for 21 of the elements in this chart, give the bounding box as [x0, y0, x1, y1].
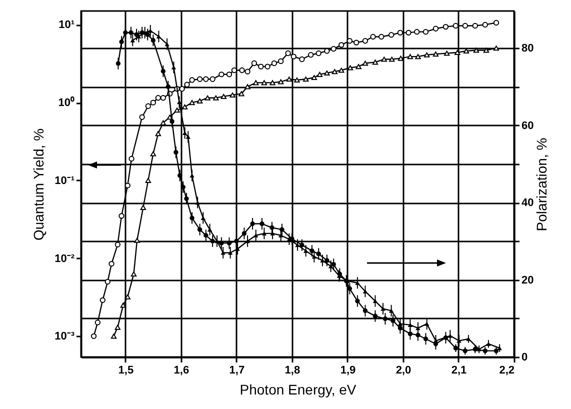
- y2-tick-label: 20: [522, 274, 534, 286]
- x-tick-label: 2,2: [499, 364, 514, 376]
- x-tick-label: 2,1: [451, 364, 467, 376]
- y2-tick-label: 80: [522, 42, 534, 55]
- y-tick-label: 10⁻³: [54, 330, 75, 343]
- x-axis-title: Photon Energy, eV: [240, 382, 357, 398]
- y2-axis-title: Polarization, %: [534, 138, 550, 232]
- y-tick-label: 10¹: [58, 19, 75, 32]
- y-tick-label: 10⁻²: [54, 252, 75, 265]
- x-tick-label: 1,5: [118, 364, 134, 376]
- y-axis-title: Quantum Yield, %: [30, 128, 47, 241]
- y-tick-label: 10⁰: [58, 96, 74, 110]
- x-tick-label: 2,0: [396, 364, 412, 376]
- x-tick-label: 1,7: [229, 364, 245, 376]
- y2-tick-label: 60: [522, 120, 534, 132]
- y2-tick-label: 0: [522, 352, 528, 364]
- x-tick-label: 1,6: [174, 364, 190, 376]
- x-tick-label: 1,8: [284, 364, 300, 376]
- y2-tick-label: 40: [522, 197, 534, 210]
- y-tick-label: 10⁻¹: [54, 174, 75, 187]
- x-tick-label: 1,9: [340, 364, 356, 376]
